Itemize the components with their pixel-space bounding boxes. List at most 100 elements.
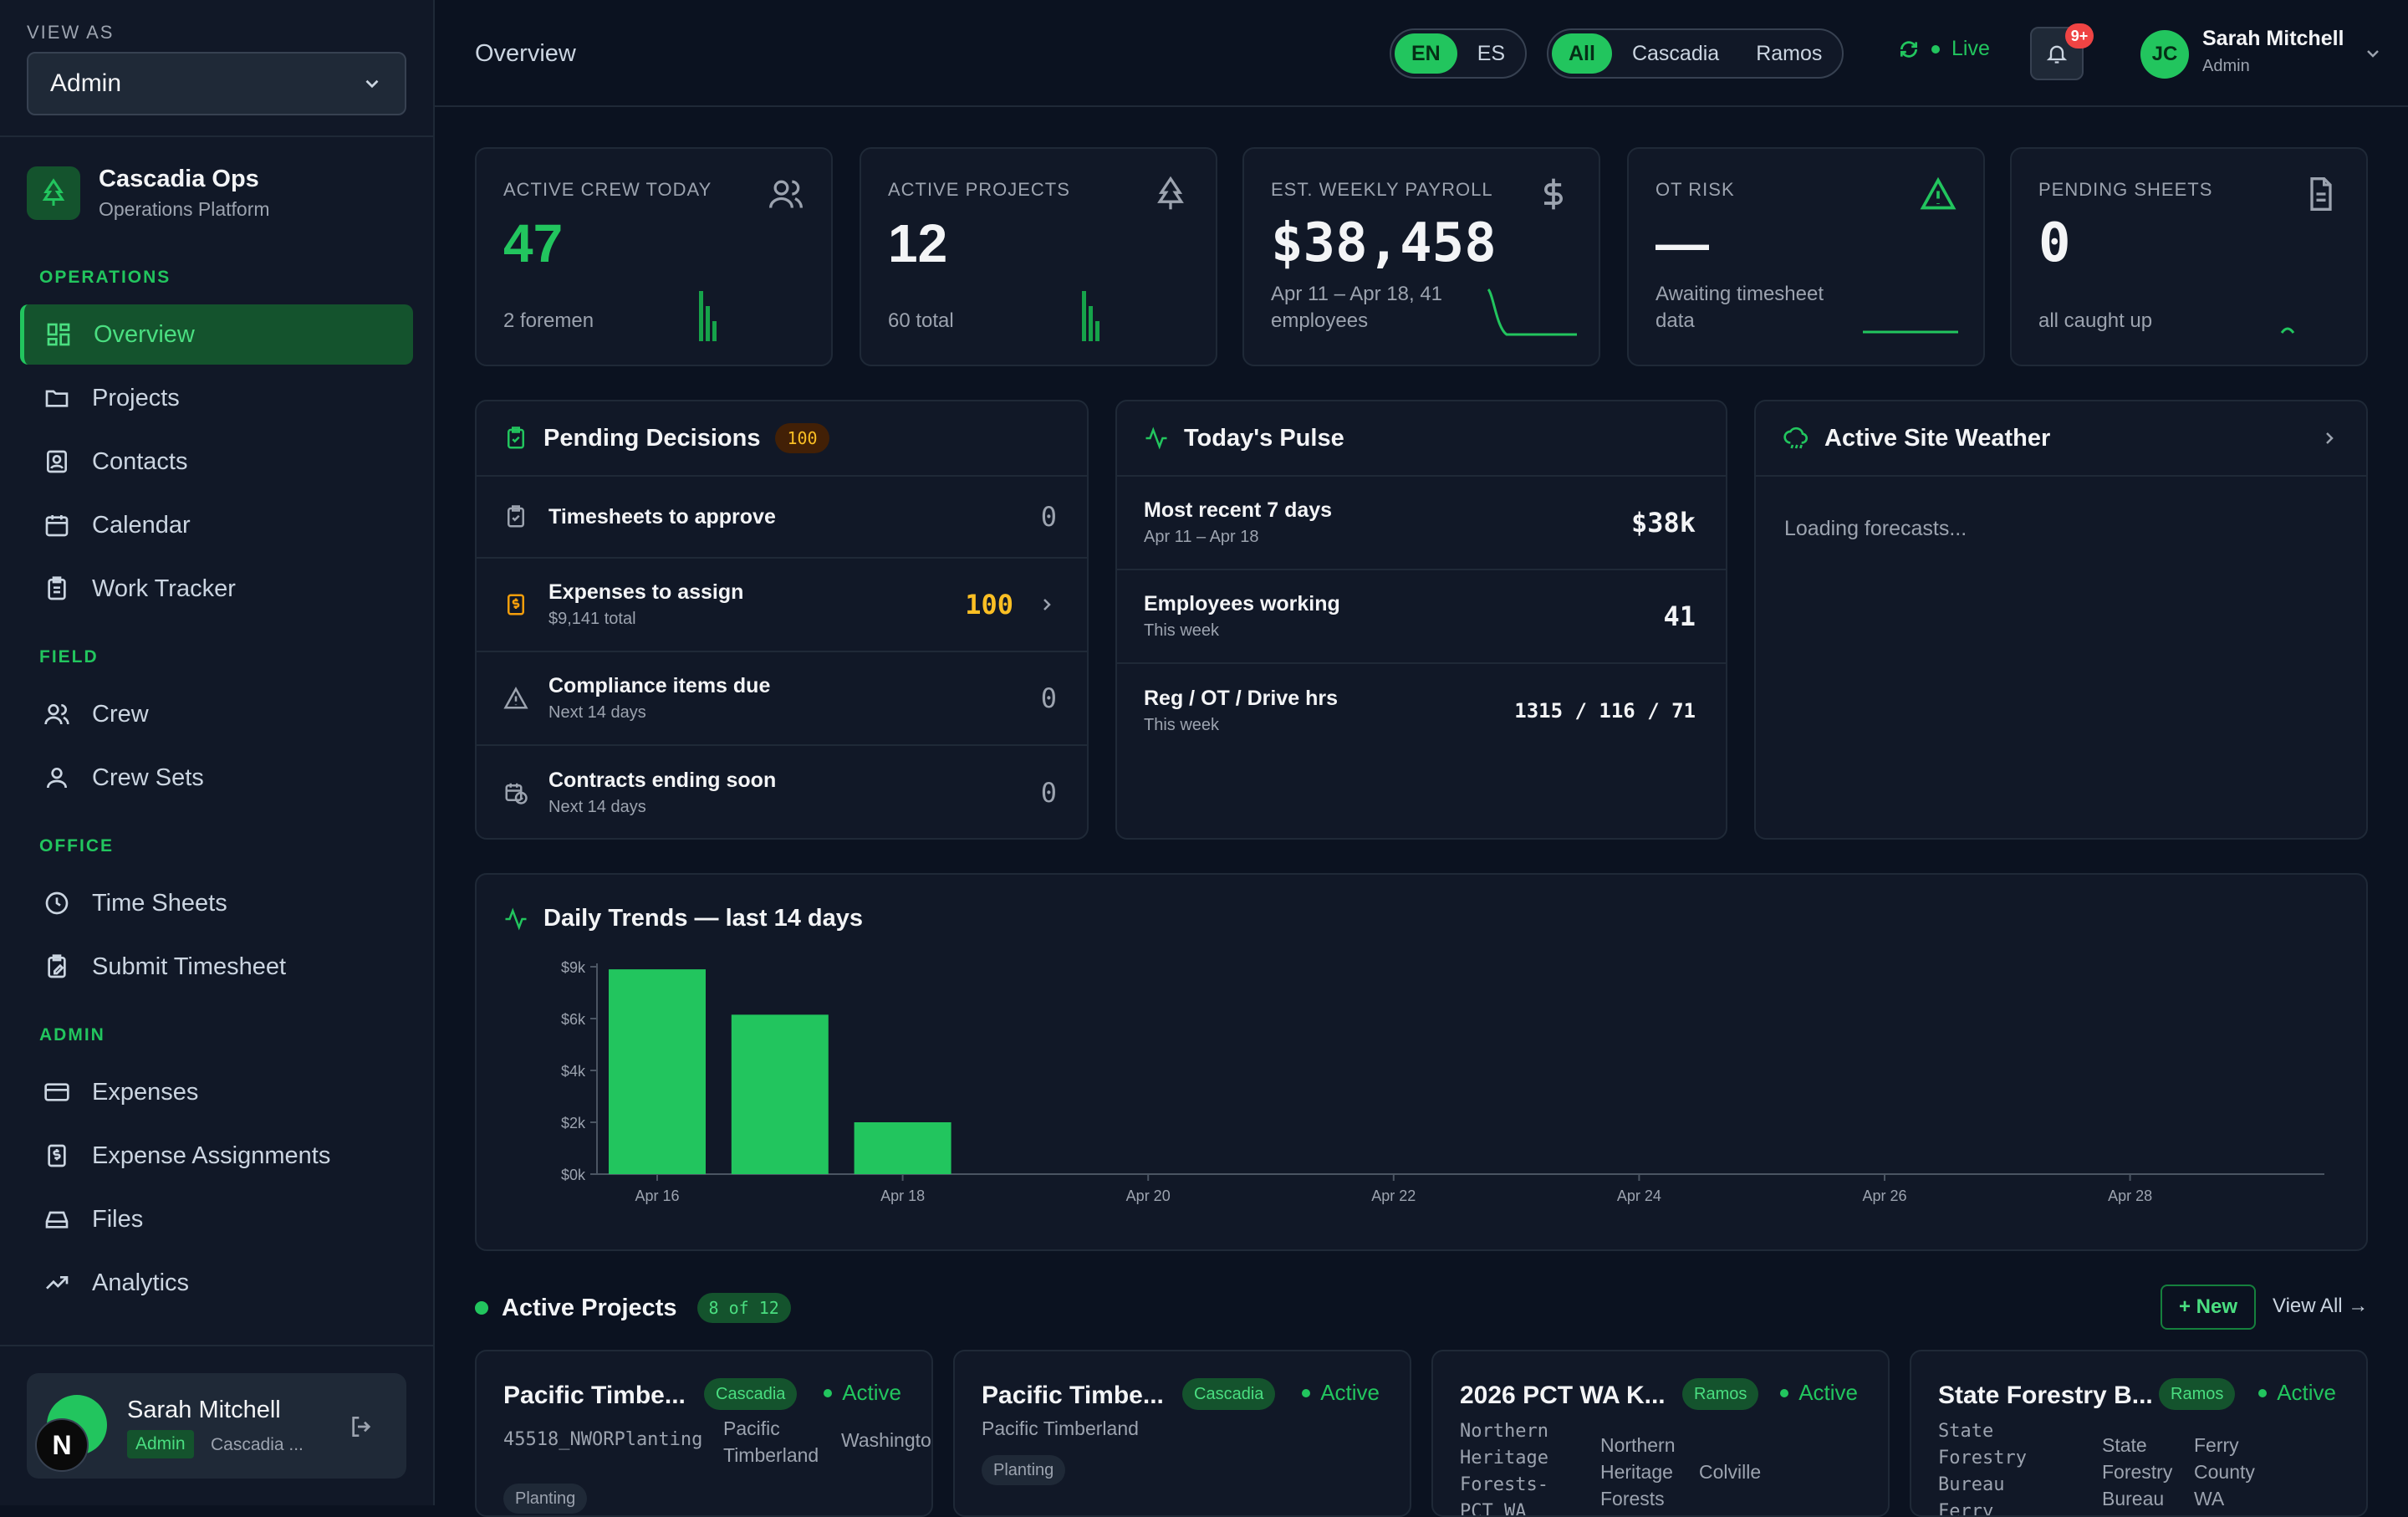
sparkline-bars — [1082, 291, 1099, 341]
kpi-weekly-payroll[interactable]: EST. WEEKLY PAYROLL $38,458 Apr 11 – Apr… — [1242, 147, 1600, 366]
x-tick-label: Apr 20 — [1126, 1188, 1171, 1204]
sidebar-item-calendar[interactable]: Calendar — [20, 495, 413, 555]
kpi-label: PENDING SHEETS — [2038, 179, 2213, 200]
project-card[interactable]: 2026 PCT WA K... Ramos Active Northern He… — [1431, 1350, 1890, 1517]
project-title: Pacific Timbe... — [982, 1382, 1164, 1409]
sidebar-item-crew-sets[interactable]: Crew Sets — [20, 748, 413, 808]
sidebar-item-expenses[interactable]: Expenses — [20, 1062, 413, 1122]
row-label: Contracts ending soon — [548, 769, 777, 792]
kpi-subtext: 2 foremen — [503, 309, 594, 332]
lang-es-button[interactable]: ES — [1477, 41, 1506, 65]
project-card[interactable]: Pacific Timbe... Cascadia Active Pacific… — [953, 1350, 1411, 1517]
row-label: Most recent 7 days — [1144, 498, 1333, 522]
sidebar-item-time-sheets[interactable]: Time Sheets — [20, 873, 413, 933]
sidebar-item-analytics[interactable]: Analytics — [20, 1253, 413, 1313]
pulse-row-employees: Employees working This week 41 — [1117, 570, 1726, 664]
row-label: Employees working — [1144, 592, 1340, 615]
calendar-clock-icon — [505, 783, 528, 804]
live-indicator[interactable]: Live — [1898, 37, 1990, 61]
company-filter: All Cascadia Ramos — [1547, 28, 1844, 79]
sidebar-item-contacts[interactable]: Contacts — [20, 432, 413, 492]
kpi-value: 0 — [2038, 212, 2071, 274]
notifications-button[interactable]: 9+ — [2030, 23, 2094, 80]
x-tick-label: Apr 18 — [880, 1188, 925, 1204]
user-role: Admin — [2202, 57, 2250, 75]
panel-header: Today's Pulse — [1117, 401, 1726, 477]
brand: Cascadia Ops Operations Platform — [27, 166, 270, 221]
new-project-button[interactable]: + New — [2161, 1285, 2257, 1330]
user-menu[interactable]: JC Sarah Mitchell Admin — [2124, 25, 2383, 84]
sidebar-item-submit-timesheet[interactable]: Submit Timesheet — [20, 937, 413, 997]
section-field: FIELD — [39, 647, 99, 667]
decision-row-contracts[interactable]: Contracts ending soon Next 14 days 0 — [477, 746, 1087, 838]
view-all-link[interactable]: View All → — [2273, 1295, 2369, 1317]
sidebar-item-projects[interactable]: Projects — [20, 368, 413, 428]
client-line: Heritage — [1600, 1461, 1673, 1483]
sidebar-item-files[interactable]: Files — [20, 1189, 413, 1249]
project-client: Pacific Timberland — [982, 1417, 1139, 1439]
sidebar-item-work-tracker[interactable]: Work Tracker — [20, 559, 413, 619]
project-client: State Forestry Bureau — [2102, 1432, 2172, 1512]
project-card[interactable]: Pacific Timbe... Cascadia Active 45518_N… — [475, 1350, 933, 1517]
row-label: Compliance items due — [548, 674, 771, 697]
lang-en-button[interactable]: EN — [1395, 33, 1457, 74]
dollar-icon — [1544, 178, 1563, 210]
sparkline-dot — [2280, 327, 2295, 334]
top-header: Overview EN ES All Cascadia Ramos Live 9… — [435, 0, 2408, 107]
sidebar-item-overview[interactable]: Overview — [20, 304, 413, 365]
contact-card-icon — [47, 450, 67, 473]
sidebar-item-label: Projects — [92, 384, 180, 411]
sidebar-item-expense-assignments[interactable]: Expense Assignments — [20, 1126, 413, 1186]
client-line: Bureau — [2102, 1488, 2165, 1509]
brand-subtitle: Operations Platform — [99, 198, 270, 220]
kpi-subtext-line: data — [1656, 309, 1695, 332]
filter-ramos-button[interactable]: Ramos — [1756, 41, 1823, 65]
code-line: Bureau — [1938, 1474, 2005, 1495]
chart-bar — [731, 1014, 829, 1174]
sidebar-user-card[interactable]: N Sarah Mitchell Admin Cascadia ... — [27, 1373, 406, 1479]
chevron-right-icon[interactable] — [2319, 428, 2339, 448]
decision-row-expenses[interactable]: Expenses to assign $9,141 total 100 — [477, 559, 1087, 652]
project-status: Active — [824, 1380, 901, 1406]
kpi-ot-risk[interactable]: OT RISK — Awaiting timesheet data — [1627, 147, 1985, 366]
divider — [0, 135, 433, 137]
project-title: 2026 PCT WA K... — [1460, 1382, 1666, 1409]
active-projects-header: Active Projects 8 of 12 — [475, 1293, 791, 1323]
panel-title: Today's Pulse — [1184, 424, 1344, 452]
dev-badge[interactable]: N — [35, 1418, 89, 1472]
clipboard-list-icon — [48, 576, 66, 600]
code-line: State — [1938, 1421, 1994, 1442]
kpi-pending-sheets[interactable]: PENDING SHEETS 0 all caught up — [2010, 147, 2368, 366]
status-label: Active — [1798, 1380, 1858, 1405]
filter-all-button[interactable]: All — [1552, 33, 1612, 74]
project-card[interactable]: State Forestry B... Ramos Active State Fo… — [1910, 1350, 2368, 1517]
row-value: 0 — [1040, 777, 1057, 809]
daily-trends-panel: Daily Trends — last 14 days $0k $2k $4k $6k… — [475, 873, 2368, 1251]
project-client: Northern Heritage Forests — [1600, 1432, 1675, 1512]
kpi-subtext: Awaiting timesheet data — [1656, 281, 1824, 335]
panel-header[interactable]: Active Site Weather — [1756, 401, 2366, 477]
decision-row-timesheets[interactable]: Timesheets to approve 0 — [477, 477, 1087, 559]
chart-bar — [609, 969, 706, 1174]
decision-row-compliance[interactable]: Compliance items due Next 14 days 0 — [477, 652, 1087, 746]
project-status: Active — [1780, 1380, 1858, 1406]
avatar: JC — [2140, 30, 2189, 79]
kpi-active-crew[interactable]: ACTIVE CREW TODAY 47 2 foremen — [475, 147, 833, 366]
sidebar-item-label: Files — [92, 1205, 144, 1233]
project-code: 45518_NWORPlanting — [503, 1429, 703, 1450]
row-value: 0 — [1040, 501, 1057, 533]
project-status: Active — [2258, 1380, 2336, 1406]
sidebar-item-crew[interactable]: Crew — [20, 684, 413, 744]
client-line: Forestry — [2102, 1461, 2173, 1483]
company-badge: Cascadia — [704, 1378, 798, 1410]
status-dot — [1780, 1388, 1789, 1397]
filter-cascadia-button[interactable]: Cascadia — [1631, 41, 1720, 65]
kpi-subtext: all caught up — [2038, 309, 2153, 332]
kpi-label: EST. WEEKLY PAYROLL — [1271, 179, 1493, 200]
view-as-select[interactable]: Admin — [27, 52, 406, 115]
kpi-active-projects[interactable]: ACTIVE PROJECTS 12 60 total — [860, 147, 1217, 366]
row-sublabel: Apr 11 – Apr 18 — [1144, 528, 1259, 546]
logout-icon[interactable] — [348, 1413, 375, 1440]
x-tick-label: Apr 26 — [1862, 1188, 1906, 1204]
kpi-value: 12 — [888, 213, 948, 273]
